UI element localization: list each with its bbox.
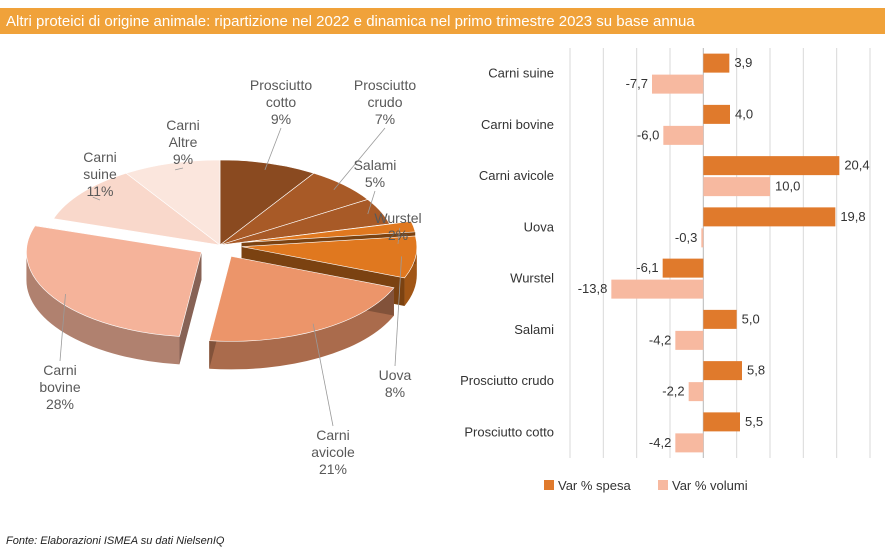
- bar-var-spesa-uova: [703, 207, 836, 227]
- pie-slice-uova: [241, 235, 418, 279]
- value-label-var-spesa-salami: 5,0: [742, 311, 760, 326]
- bar-var-spesa-prosciutto-cotto: [703, 412, 740, 432]
- pie-leader-wurstel: [397, 227, 401, 245]
- pie-leader-carni-avicole: [312, 323, 334, 427]
- category-label-salami: Salami: [514, 322, 554, 337]
- value-label-var-volumi-prosciutto-crudo: -2,2: [662, 384, 684, 399]
- value-label-var-spesa-wurstel: -6,1: [636, 260, 658, 275]
- bar-var-volumi-wurstel: [611, 279, 704, 299]
- bar-var-volumi-carni-suine: [652, 74, 704, 94]
- pie-leader-uova: [394, 256, 402, 367]
- pie-slice-carni-suine: [53, 172, 221, 246]
- pie-cut-carni-bovine-0: [179, 252, 202, 365]
- pie-slice-carni-bovine: [26, 225, 202, 337]
- pie-label-carni-suine: Carni suine 11%: [83, 149, 117, 199]
- category-label-carni-bovine: Carni bovine: [481, 117, 554, 132]
- pie-slice-carni-avicole: [208, 256, 395, 342]
- pie-chart: Prosciutto cotto 9% Prosciutto crudo 7% Salami…: [26, 77, 422, 477]
- pie-label-salami: Salami 5%: [354, 157, 397, 190]
- pie-label-carni-bovine: Carni bovine 28%: [39, 362, 80, 412]
- pie-side-uova: [404, 246, 417, 306]
- category-label-carni-suine: Carni suine: [488, 66, 554, 81]
- pie-label-prosciutto-cotto: Prosciutto cotto 9%: [250, 77, 312, 127]
- category-label-prosciutto-cotto: Prosciutto cotto: [464, 424, 554, 439]
- pie-leader-salami: [367, 190, 376, 215]
- value-label-var-spesa-uova: 19,8: [840, 209, 865, 224]
- pie-leader-carni-bovine: [59, 293, 66, 362]
- pie-leader-prosciutto-crudo: [333, 127, 386, 190]
- bar-var-spesa-prosciutto-crudo: [703, 361, 742, 381]
- bar-chart: Carni suine Carni bovine Carni avicole Uova…: [460, 48, 871, 493]
- value-label-var-volumi-wurstel: -13,8: [578, 281, 608, 296]
- bar-var-spesa-salami: [703, 309, 737, 329]
- pie-slice-prosciutto-cotto: [219, 159, 315, 246]
- category-label-carni-avicole: Carni avicole: [479, 168, 554, 183]
- bar-var-volumi-prosciutto-crudo: [688, 382, 704, 402]
- category-label-wurstel: Wurstel: [510, 271, 554, 286]
- value-label-var-volumi-carni-bovine: -6,0: [637, 127, 659, 142]
- bar-var-volumi-prosciutto-cotto: [675, 433, 704, 453]
- chart-title-bar: Altri proteici di origine animale: ripar…: [0, 8, 885, 34]
- value-label-var-volumi-carni-suine: -7,7: [626, 76, 648, 91]
- source-note: Fonte: Elaborazioni ISMEA su dati Nielse…: [6, 535, 225, 547]
- value-label-var-spesa-carni-suine: 3,9: [734, 55, 752, 70]
- chart-title: Altri proteici di origine animale: ripar…: [6, 13, 695, 30]
- bar-var-volumi-salami: [675, 330, 704, 350]
- category-label-prosciutto-crudo: Prosciutto crudo: [460, 373, 554, 388]
- value-label-var-volumi-carni-avicole: 10,0: [775, 179, 800, 194]
- pie-leader-prosciutto-cotto: [264, 127, 282, 171]
- bar-var-spesa-carni-suine: [703, 53, 730, 73]
- value-label-var-volumi-prosciutto-cotto: -4,2: [649, 435, 671, 450]
- pie-leader-carni-suine: [92, 196, 101, 201]
- bar-var-volumi-uova: [701, 228, 704, 248]
- value-label-var-spesa-prosciutto-cotto: 5,5: [745, 414, 763, 429]
- bar-var-spesa-carni-avicole: [703, 156, 840, 176]
- category-label-uova: Uova: [524, 219, 555, 234]
- pie-side-carni-avicole: [209, 287, 394, 370]
- pie-side-carni-bovine: [26, 252, 180, 365]
- pie-label-carni-altre: Carni Altre 9%: [166, 117, 199, 167]
- bar-var-spesa-wurstel: [662, 258, 704, 278]
- legend-swatch-var-volumi: [658, 480, 668, 490]
- legend-label-var-spesa: Var % spesa: [558, 478, 632, 493]
- value-label-var-volumi-uova: -0,3: [675, 230, 697, 245]
- bar-var-volumi-carni-bovine: [663, 125, 704, 145]
- legend-label-var-volumi: Var % volumi: [672, 478, 748, 493]
- pie-slice-wurstel: [241, 221, 416, 243]
- value-label-var-spesa-carni-bovine: 4,0: [735, 106, 753, 121]
- pie-label-carni-avicole: Carni avicole 21%: [311, 427, 355, 477]
- value-label-var-spesa-carni-avicole: 20,4: [844, 158, 869, 173]
- pie-leader-carni-altre: [174, 167, 184, 171]
- pie-label-uova: Uova 8%: [379, 367, 412, 400]
- pie-label-wurstel: Wurstel 2%: [374, 210, 421, 243]
- bar-var-volumi-carni-avicole: [703, 177, 770, 197]
- bar-var-spesa-carni-bovine: [703, 104, 730, 124]
- value-label-var-spesa-prosciutto-crudo: 5,8: [747, 363, 765, 378]
- pie-slice-carni-altre: [125, 159, 221, 246]
- value-label-var-volumi-salami: -4,2: [649, 332, 671, 347]
- legend-swatch-var-spesa: [544, 480, 554, 490]
- pie-label-prosciutto-crudo: Prosciutto crudo 7%: [354, 77, 416, 127]
